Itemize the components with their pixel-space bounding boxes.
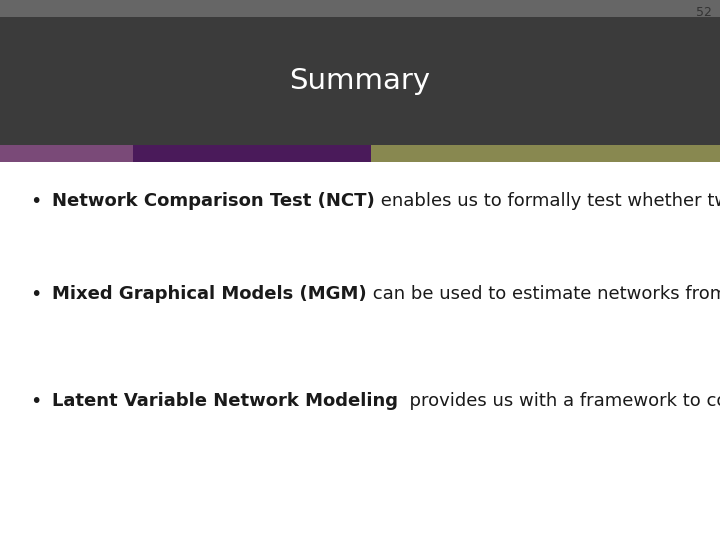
Text: Summary: Summary [289, 67, 431, 95]
Text: •: • [30, 285, 41, 304]
Text: provides us with a framework to combine latent variables with the network approa: provides us with a framework to combine … [398, 392, 720, 410]
Bar [0, 0, 720, 17]
Text: Mixed Graphical Models (MGM): Mixed Graphical Models (MGM) [52, 285, 366, 303]
Text: 52: 52 [696, 6, 712, 19]
Text: Network Comparison Test (NCT): Network Comparison Test (NCT) [52, 192, 374, 210]
Bar [0, 17, 720, 145]
Bar [371, 145, 720, 162]
Text: Latent Variable Network Modeling: Latent Variable Network Modeling [52, 392, 398, 410]
Text: •: • [30, 192, 41, 211]
Bar [0, 145, 133, 162]
Text: •: • [30, 392, 41, 411]
Text: enables us to formally test whether two networks might be different: enables us to formally test whether two … [374, 192, 720, 210]
Bar [133, 145, 371, 162]
Text: can be used to estimate networks from mixed data.: can be used to estimate networks from mi… [366, 285, 720, 303]
